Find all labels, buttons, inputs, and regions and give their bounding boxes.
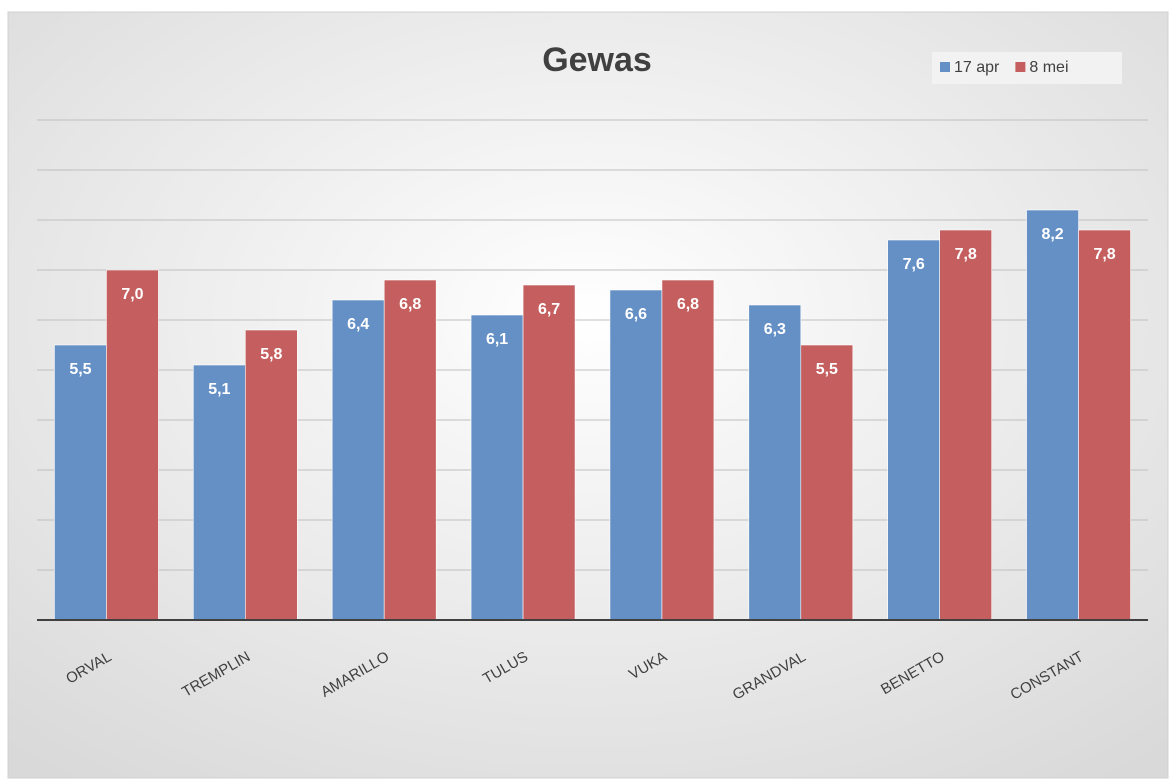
- legend: 17 apr 8 mei: [932, 52, 1122, 84]
- data-label: 6,8: [399, 296, 421, 313]
- legend-swatch: [1015, 62, 1026, 72]
- data-label: 8,2: [1041, 226, 1063, 243]
- bar: [609, 289, 663, 621]
- data-label: 5,8: [260, 346, 282, 363]
- data-label: 7,8: [955, 246, 977, 263]
- bar: [800, 344, 854, 621]
- bar: [522, 284, 576, 621]
- data-label: 6,3: [764, 321, 786, 338]
- bar: [1026, 209, 1079, 621]
- bar: [939, 229, 992, 621]
- bar: [661, 279, 715, 621]
- bar: [1078, 229, 1131, 621]
- bar: [106, 269, 159, 621]
- legend-swatch: [940, 62, 950, 72]
- data-label: 5,1: [208, 381, 230, 398]
- data-label: 6,6: [625, 306, 647, 323]
- data-label: 5,5: [816, 361, 838, 378]
- data-label: 6,4: [347, 316, 369, 333]
- bar: [887, 239, 940, 621]
- bar: [54, 344, 107, 621]
- bar: [193, 364, 246, 621]
- legend-label: 17 apr: [954, 59, 1000, 76]
- legend-background: [932, 52, 1122, 84]
- chart-background: [7, 11, 1169, 779]
- bar: [383, 279, 437, 621]
- bar: [331, 299, 385, 621]
- bar: [470, 314, 524, 621]
- data-label: 7,8: [1093, 246, 1115, 263]
- bar: [245, 329, 298, 621]
- bar: [748, 304, 802, 621]
- data-label: 7,0: [121, 286, 143, 303]
- data-label: 5,5: [69, 361, 91, 378]
- data-label: 6,7: [538, 301, 560, 318]
- data-label: 7,6: [903, 256, 925, 273]
- chart-title: Gewas: [542, 41, 652, 79]
- data-label: 6,1: [486, 331, 508, 348]
- data-label: 6,8: [677, 296, 699, 313]
- legend-label: 8 mei: [1029, 59, 1068, 76]
